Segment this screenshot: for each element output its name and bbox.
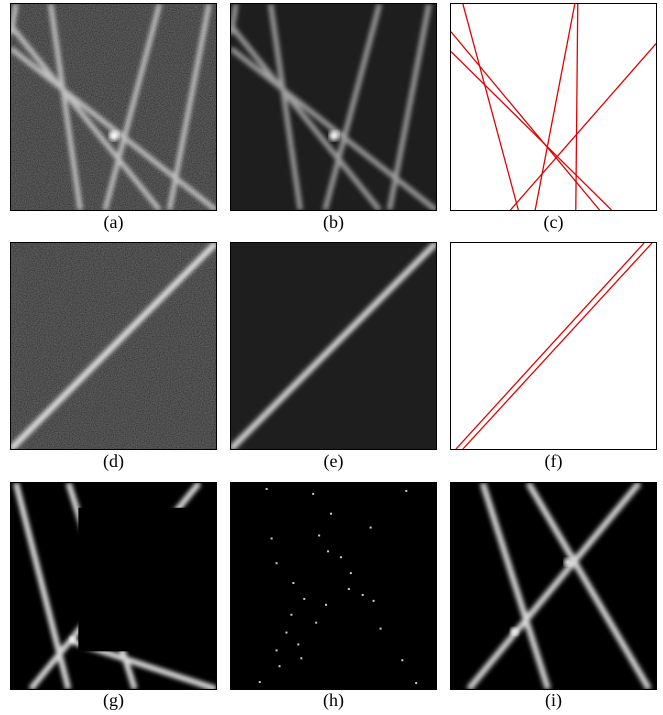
caption-f: (f) xyxy=(544,451,563,471)
panel-g-occluded-lines-image xyxy=(10,482,217,690)
caption-b: (b) xyxy=(323,212,344,232)
panel-c-detected-lines xyxy=(450,3,657,211)
caption-g: (g) xyxy=(103,690,124,710)
caption-h: (h) xyxy=(323,690,344,710)
panel-h-sparse-points-image xyxy=(230,482,437,690)
panel-d-noisy-single-line-image xyxy=(10,242,217,450)
panel-f-detected-single-line xyxy=(450,242,657,450)
panel-i-reconstructed-lines-image xyxy=(450,482,657,690)
caption-d: (d) xyxy=(103,451,124,471)
panel-e-smoothed-single-line-image xyxy=(230,242,437,450)
caption-c: (c) xyxy=(543,212,564,232)
panel-a-noisy-lines-image xyxy=(10,3,217,211)
caption-e: (e) xyxy=(323,451,344,471)
caption-i: (i) xyxy=(545,690,562,710)
panel-b-smoothed-lines-image xyxy=(230,3,437,211)
caption-a: (a) xyxy=(103,212,124,232)
